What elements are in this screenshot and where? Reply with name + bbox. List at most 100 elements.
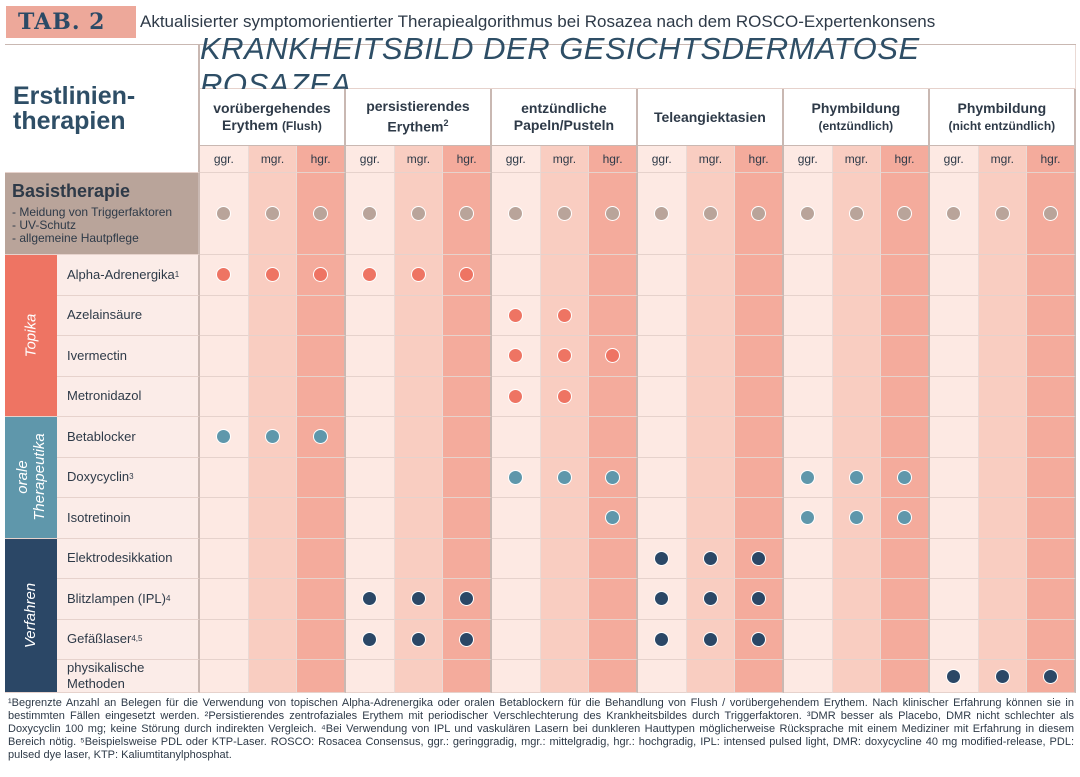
basistherapie-item: - allgemeine Hautpflege [12,231,139,245]
basistherapie-item: - Meidung von Triggerfaktoren [12,205,173,219]
therapy-dot [800,510,816,526]
table-cell [735,538,784,579]
table-cell [297,295,346,336]
table-cell [686,336,736,377]
therapy-dot [994,668,1010,684]
table-cell [394,579,444,620]
table-cell [929,336,979,377]
table-cell [978,498,1028,539]
basis-dot [459,206,475,221]
table-cell [589,579,638,620]
table-cell [443,498,492,539]
therapy-dot [313,267,329,283]
treatment-name: Gefäßlaser 4,5 [57,619,198,659]
table-cell [394,619,444,660]
therapy-dot [508,307,524,323]
table-cell [200,457,249,498]
table-cell [832,498,882,539]
group-header-label: Phymbildung (nicht entzündlich) [948,99,1056,133]
table-cell [686,376,736,417]
table-cell [1027,417,1076,458]
table-cell [491,376,541,417]
basistherapie-item: - UV-Schutz [12,218,77,232]
table-cell [345,538,395,579]
therapy-dot [313,429,329,445]
table-cell [540,336,590,377]
table-cell [929,417,979,458]
table-cell [248,457,298,498]
therapy-dot [508,469,524,485]
treatment-name: Isotretinoin [57,498,198,538]
table-cell [540,457,590,498]
severity-label: mgr. [248,146,298,173]
table-cell [345,498,395,539]
basis-dot [751,206,767,221]
table-cell [978,579,1028,620]
group-header-label: persistierendes Erythem2 [366,98,470,135]
table-title: Aktualisierter symptomorientierter Thera… [140,12,936,31]
therapy-dot [410,267,426,283]
table-cell [200,295,249,336]
table-cell [491,538,541,579]
table-cell [345,660,395,693]
table-cell [443,660,492,693]
group-header: Phymbildung (entzündlich) [783,89,930,146]
basis-dot [216,206,232,221]
table-cell [637,619,687,660]
therapy-dot [897,469,913,485]
table-cell [881,660,930,693]
table-cell [735,336,784,377]
severity-label: mgr. [540,146,590,173]
table-cell [297,457,346,498]
table-cell [443,336,492,377]
severity-label: mgr. [394,146,444,173]
table-cell [978,417,1028,458]
table-cell [783,498,833,539]
category-label: orale Therapeutika [14,433,48,522]
table-cell [297,255,346,296]
table-cell [735,660,784,693]
severity-label: hgr. [881,146,930,173]
group-header-label: entzündliche Papeln/Pusteln [513,100,615,133]
table-cell [832,579,882,620]
table-cell [443,538,492,579]
table-cell [443,376,492,417]
table-cell [297,173,346,255]
table-cell [443,619,492,660]
table-cell [978,457,1028,498]
basis-dot [994,206,1010,221]
table-cell [200,538,249,579]
table-cell [1027,457,1076,498]
table-cell [345,336,395,377]
therapy-dot [556,469,572,485]
severity-label: ggr. [200,146,249,173]
category-label: Topika [22,313,40,358]
table-cell [540,417,590,458]
table-cell [686,417,736,458]
therapy-dot [702,591,718,607]
table-cell [1027,660,1076,693]
treatment-name: Betablocker [57,417,198,457]
treatment-name: Elektrodesikkation [57,538,198,578]
basistherapie-title: Basistherapie [12,181,131,201]
treatment-name: Azelainsäure [57,295,198,335]
therapy-dot [362,631,378,647]
severity-label: ggr. [637,146,687,173]
table-cell [200,255,249,296]
table-cell [491,619,541,660]
table-cell [297,498,346,539]
table-cell [491,255,541,296]
table-cell [735,417,784,458]
table-cell [881,255,930,296]
severity-label: ggr. [783,146,833,173]
table-cell [200,660,249,693]
treatment-row-label: Azelainsäure [5,295,200,336]
table-cell [491,579,541,620]
therapy-dot [751,550,767,566]
table-cell [248,255,298,296]
table-cell [978,336,1028,377]
therapy-dot [897,510,913,526]
table-cell [1027,498,1076,539]
table-cell [345,619,395,660]
table-cell [978,295,1028,336]
